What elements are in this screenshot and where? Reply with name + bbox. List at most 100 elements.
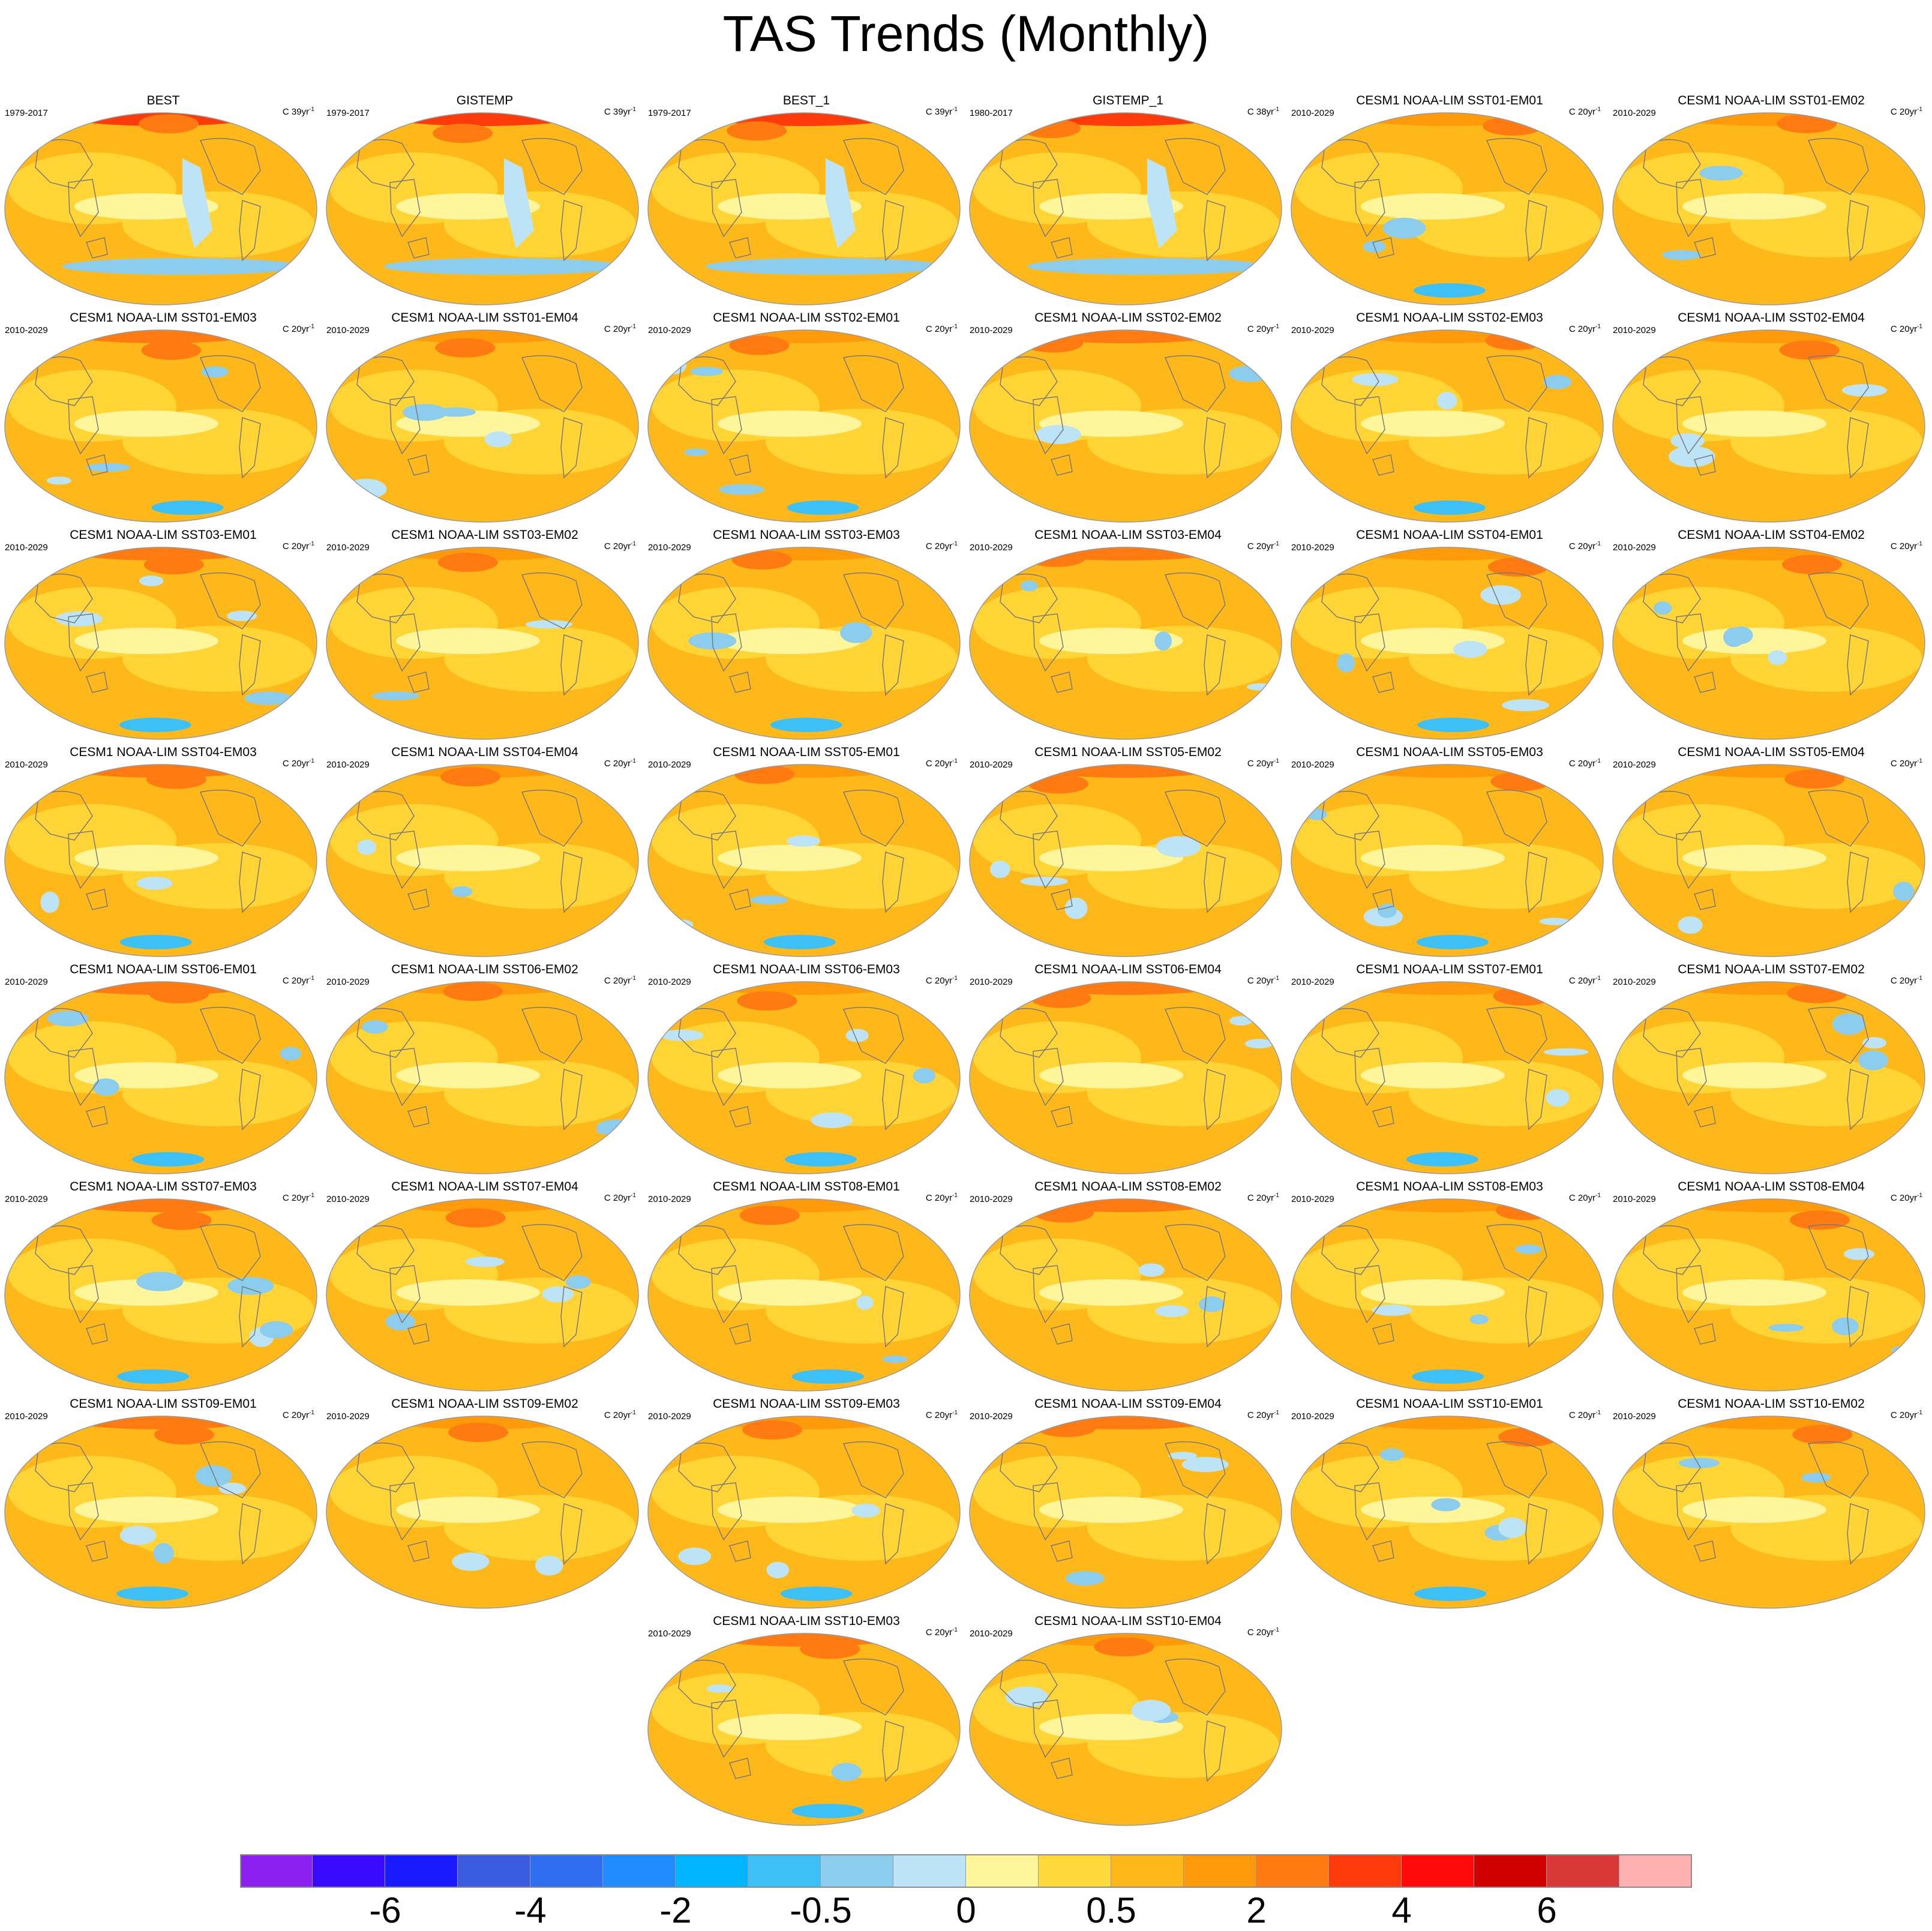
colorbar-swatch <box>748 1854 821 1888</box>
panel-units-exponent: -1 <box>952 975 958 982</box>
continent-outline <box>560 1503 583 1565</box>
panel-units: C 20yr-1 <box>1891 539 1922 552</box>
panel-title: CESM1 NOAA-LIM SST01-EM01 <box>1356 94 1543 107</box>
map-border <box>1291 764 1604 957</box>
trend-map <box>1291 112 1604 305</box>
colorbar-tick-label: -4 <box>514 1890 547 1930</box>
continent-outline <box>1372 454 1394 476</box>
panel-units-exponent: -1 <box>1595 323 1601 330</box>
continent-outline <box>389 396 421 455</box>
panel-units-exponent: -1 <box>1274 323 1279 330</box>
colorbar-swatch <box>313 1854 385 1888</box>
continent-outline <box>1033 613 1064 672</box>
trend-map <box>647 764 961 957</box>
continent-outline <box>729 889 751 910</box>
panel-units-text: C 20yr <box>282 1410 310 1420</box>
continent-outline <box>521 789 583 847</box>
panel-title: CESM1 NOAA-LIM SST03-EM03 <box>713 528 900 542</box>
panel-years: 2010-2029 <box>970 542 1013 553</box>
map-panel: CESM1 NOAA-LIM SST03-EM04 2010-2029 C 20yr… <box>967 524 1289 742</box>
panel-title: CESM1 NOAA-LIM SST04-EM04 <box>391 745 578 759</box>
colorbar-swatch <box>1111 1854 1184 1888</box>
tropical-pacific-region <box>718 1714 862 1740</box>
panel-units: C 20yr-1 <box>926 1408 958 1421</box>
continent-outline <box>1204 1068 1226 1131</box>
panel-units: C 20yr-1 <box>1247 756 1279 769</box>
cooling-patch <box>684 448 708 456</box>
colorbar-swatch <box>1184 1854 1256 1888</box>
trend-map <box>326 329 639 523</box>
panel-units: C 20yr-1 <box>604 539 636 552</box>
map-border <box>1612 764 1925 957</box>
continent-outline <box>560 199 583 262</box>
strong-warming-patch <box>727 121 787 141</box>
cooling-patch <box>750 895 788 905</box>
panel-title: CESM1 NOAA-LIM SST07-EM01 <box>1356 962 1543 976</box>
continent-outline <box>1807 1006 1869 1064</box>
continent-outline <box>1354 1048 1385 1107</box>
trend-map <box>1612 547 1925 740</box>
continent-outline <box>729 1106 751 1128</box>
continent-outline <box>1204 199 1226 262</box>
cooling-patch <box>153 1543 174 1564</box>
colorbar-swatch <box>821 1854 893 1888</box>
continent-outline <box>1525 199 1547 262</box>
cooling-patch <box>92 1078 119 1096</box>
map-border <box>326 547 639 740</box>
antarctic-cooling <box>785 1152 857 1167</box>
continent-outline <box>1354 613 1385 672</box>
strong-warming-patch <box>1789 1210 1850 1230</box>
tropical-pacific-region <box>1361 1497 1505 1523</box>
panel-title: CESM1 NOAA-LIM SST06-EM03 <box>713 962 900 976</box>
map-border <box>4 1198 317 1392</box>
trend-map <box>326 764 639 957</box>
map-border <box>1612 981 1925 1174</box>
continent-outline <box>1051 1323 1073 1345</box>
map-border <box>969 981 1282 1174</box>
map-panel: CESM1 NOAA-LIM SST10-EM02 2010-2029 C 20yr… <box>1610 1393 1932 1611</box>
antarctic-cooling <box>132 1152 205 1167</box>
panel-units-text: C 20yr <box>1890 1193 1918 1203</box>
panel-units-text: C 20yr <box>1247 758 1274 769</box>
map-panel: CESM1 NOAA-LIM SST01-EM01 2010-2029 C 20yr… <box>1289 90 1610 307</box>
trend-map <box>647 112 961 305</box>
strong-warming-patch <box>800 1639 860 1659</box>
panel-units-text: C 20yr <box>282 324 310 334</box>
continent-outline <box>1033 1699 1064 1758</box>
cooling-patch <box>787 835 820 847</box>
trend-map <box>4 1198 317 1392</box>
trend-map <box>4 1416 317 1609</box>
map-border <box>647 1416 961 1609</box>
panel-units: C 20yr-1 <box>1891 104 1922 118</box>
cooling-patch <box>55 611 103 626</box>
continent-outline <box>1847 1068 1869 1131</box>
panel-units: C 20yr-1 <box>1569 539 1601 552</box>
continent-outline <box>1694 454 1716 476</box>
panel-units-exponent: -1 <box>631 323 636 330</box>
continent-outline <box>1676 396 1707 455</box>
continent-outline <box>86 889 108 910</box>
panel-units-exponent: -1 <box>631 106 636 113</box>
cooling-patch <box>434 407 476 417</box>
southern-ocean-cooling <box>384 258 624 275</box>
cooling-patch <box>566 1275 591 1290</box>
cooling-patch <box>465 1257 505 1267</box>
continent-outline <box>68 1048 99 1107</box>
panel-years: 2010-2029 <box>1291 108 1334 118</box>
panel-units: C 20yr-1 <box>604 1408 636 1421</box>
panel-title: CESM1 NOAA-LIM SST10-EM01 <box>1356 1397 1543 1411</box>
panel-units-text: C 20yr <box>1890 107 1918 117</box>
strong-warming-patch <box>433 124 493 143</box>
strong-warming-patch <box>1483 116 1543 136</box>
continent-outline <box>560 1285 583 1348</box>
trend-map <box>4 547 317 740</box>
tropical-pacific-region <box>1682 628 1826 654</box>
map-panel: CESM1 NOAA-LIM SST09-EM02 2010-2029 C 20yr… <box>324 1393 646 1611</box>
panel-years: 2010-2029 <box>648 542 691 553</box>
cooling-patch <box>1543 374 1572 389</box>
panel-units-text: C 39yr <box>925 107 953 117</box>
continent-outline <box>560 851 583 913</box>
trend-map <box>969 547 1282 740</box>
panel-years: 2010-2029 <box>648 760 691 770</box>
panel-years: 2010-2029 <box>1291 760 1334 770</box>
